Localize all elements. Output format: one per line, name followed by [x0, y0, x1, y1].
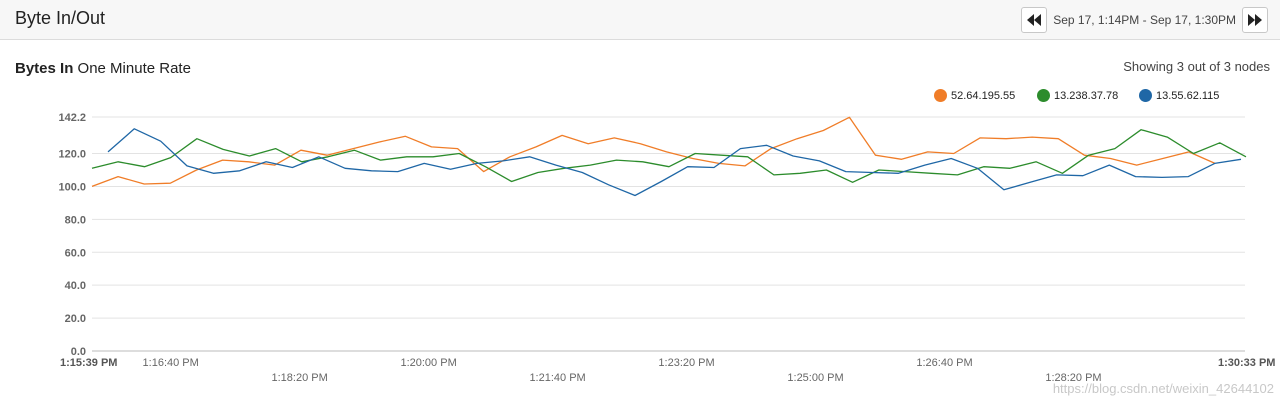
y-tick-label-2: 40.0 — [65, 280, 86, 292]
legend-item-1[interactable]: 52.64.195.55 — [934, 89, 1015, 102]
node-count-text: Showing 3 out of 3 nodes — [1123, 59, 1270, 74]
x-label-row1-1: 1:20:00 PM — [400, 357, 456, 369]
panel-header: Byte In/Out Sep 17, 1:14PM - Sep 17, 1:3… — [0, 0, 1280, 40]
x-label-end: 1:30:33 PM — [1218, 357, 1275, 369]
y-tick-label-7: 142.2 — [58, 112, 86, 124]
series-line-2 — [91, 129, 1247, 183]
chart-title: Bytes In One Minute Rate — [15, 60, 191, 77]
chart-title-bold: Bytes In — [15, 60, 74, 77]
rewind-icon — [1027, 14, 1042, 26]
chart-title-rest: One Minute Rate — [77, 60, 191, 77]
y-tick-label-6: 120.0 — [58, 149, 86, 161]
y-tick-label-1: 20.0 — [65, 313, 86, 325]
next-range-button[interactable] — [1242, 7, 1268, 33]
legend-label-1: 52.64.195.55 — [951, 89, 1016, 102]
legend-item-2[interactable]: 13.238.37.78 — [1037, 89, 1118, 102]
legend-label-2: 13.238.37.78 — [1054, 89, 1119, 102]
time-range-control: Sep 17, 1:14PM - Sep 17, 1:30PM — [1021, 7, 1268, 33]
y-tick-label-4: 80.0 — [65, 214, 86, 226]
x-label-row2-2: 1:25:00 PM — [787, 372, 843, 384]
x-label-row1-2: 1:23:20 PM — [658, 357, 714, 369]
series-line-1 — [91, 116, 1216, 188]
series-line-3 — [107, 128, 1242, 197]
legend-item-3[interactable]: 13.55.62.115 — [1139, 89, 1219, 102]
legend-swatch-2 — [1037, 89, 1050, 102]
x-label-row1-3: 1:26:40 PM — [916, 357, 972, 369]
watermark: https://blog.csdn.net/weixin_42644102 — [1052, 381, 1274, 396]
y-tick-label-5: 100.0 — [58, 181, 86, 193]
y-tick-label-0: 0.0 — [71, 346, 86, 358]
previous-range-button[interactable] — [1021, 7, 1048, 33]
x-label-row1-0: 1:16:40 PM — [143, 357, 199, 369]
legend-label-3: 13.55.62.115 — [1156, 89, 1220, 102]
time-range-label: Sep 17, 1:14PM - Sep 17, 1:30PM — [1053, 13, 1236, 27]
x-label-start: 1:15:39 PM — [60, 357, 117, 369]
legend-swatch-3 — [1139, 89, 1152, 102]
legend-swatch-1 — [934, 89, 947, 102]
x-label-row2-3: 1:28:20 PM — [1045, 372, 1101, 384]
y-tick-label-3: 60.0 — [65, 247, 86, 259]
x-label-row2-0: 1:18:20 PM — [272, 372, 328, 384]
x-label-row2-1: 1:21:40 PM — [529, 372, 585, 384]
fast-forward-icon — [1248, 14, 1262, 26]
page-title: Byte In/Out — [15, 8, 106, 28]
